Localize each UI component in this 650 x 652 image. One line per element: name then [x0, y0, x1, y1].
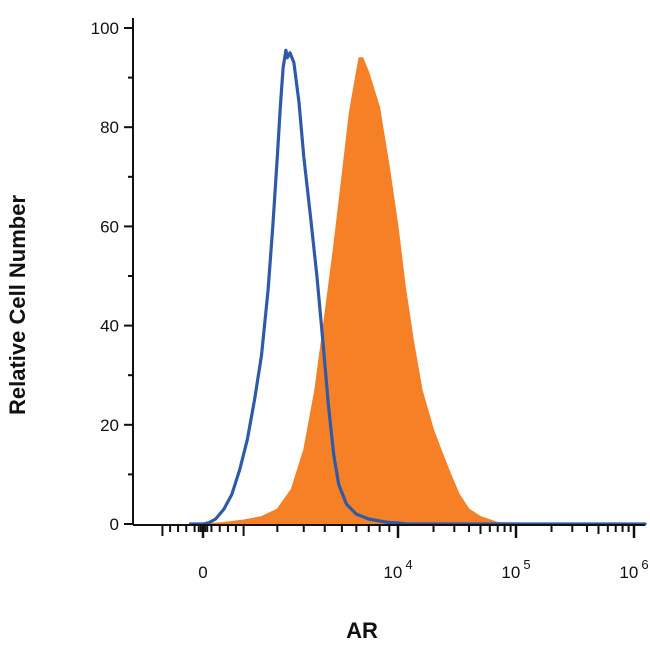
x-tick-label: 0: [198, 563, 207, 582]
y-tick-label: 20: [100, 416, 119, 435]
y-axis-ticks: [124, 27, 133, 525]
y-tick-label: 100: [91, 19, 119, 38]
x-axis-ticks: [161, 526, 636, 538]
x-axis-title: AR: [346, 618, 378, 643]
y-tick-label: 0: [110, 515, 119, 534]
y-tick-label: 80: [100, 118, 119, 137]
y-tick-label: 60: [100, 217, 119, 236]
x-tick-label: 10 4: [383, 557, 412, 582]
y-axis-tick-labels: 0 20 40 60 80 100: [91, 19, 119, 534]
y-axis-title: Relative Cell Number: [5, 195, 30, 416]
x-axis-tick-labels: 0 10 4 10 5 10 6: [198, 557, 648, 582]
y-tick-label: 40: [100, 317, 119, 336]
series-filled-histogram: [190, 57, 645, 525]
series-outline-histogram: [188, 48, 647, 526]
series-layer: [188, 48, 647, 526]
axes-layer: 0 10 4 10 5 10 6 0 20 40 60 80 100: [91, 18, 649, 582]
x-tick-label: 10 5: [501, 557, 530, 582]
x-tick-label: 10 6: [619, 557, 648, 582]
